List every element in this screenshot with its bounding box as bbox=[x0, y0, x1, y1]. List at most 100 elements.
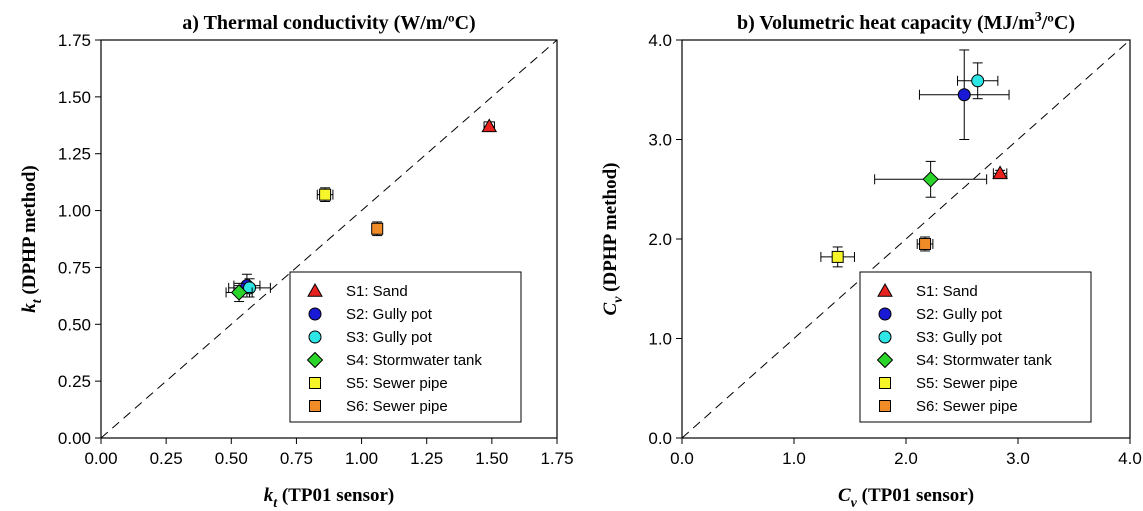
series-5 bbox=[820, 246, 855, 268]
legend-item: S1: Sand bbox=[307, 282, 408, 300]
axis-symbol: C bbox=[600, 302, 621, 315]
plot-frame bbox=[100, 39, 558, 439]
data-point-circle bbox=[971, 74, 985, 88]
data-point-circle bbox=[957, 88, 971, 102]
x-tick-label: 0.75 bbox=[280, 449, 313, 468]
legend-square-icon bbox=[309, 400, 321, 412]
legend-diamond-icon bbox=[306, 351, 324, 369]
legend-circle-icon bbox=[308, 307, 322, 321]
y-tick-label: 0.50 bbox=[58, 315, 91, 334]
title-superscript: 3 bbox=[1035, 10, 1042, 25]
axis-symbol: k bbox=[264, 485, 274, 506]
series-2 bbox=[918, 49, 1010, 140]
axis-text: (DPHP method) bbox=[600, 163, 621, 297]
legend-label: S2: Gully pot bbox=[346, 306, 433, 323]
series-3 bbox=[957, 62, 999, 100]
legend-circle-icon bbox=[308, 330, 322, 344]
data-point-diamond bbox=[922, 171, 939, 188]
legend-item: S5: Sewer pipe bbox=[879, 375, 1018, 392]
y-tick-label: 0.25 bbox=[58, 372, 91, 391]
legend-label: S4: Stormwater tank bbox=[916, 352, 1052, 369]
data-point-diamond bbox=[230, 284, 248, 301]
y-tick-label: 0.00 bbox=[58, 429, 91, 448]
x-tick-label: 0.50 bbox=[215, 449, 248, 468]
series-1 bbox=[992, 165, 1008, 180]
y-tick-label: 1.50 bbox=[58, 88, 91, 107]
y-tick-label: 1.75 bbox=[58, 31, 91, 50]
axis-subscript: t bbox=[273, 496, 278, 511]
legend-label: S4: Stormwater tank bbox=[346, 352, 482, 369]
legend-square-icon bbox=[309, 377, 321, 389]
data-point-square bbox=[919, 237, 932, 250]
data-point-square bbox=[831, 250, 844, 263]
axis-subscript: t bbox=[30, 298, 45, 303]
legend-label: S6: Sewer pipe bbox=[346, 398, 448, 415]
legend-circle-icon bbox=[878, 307, 892, 321]
legend-diamond-icon bbox=[876, 351, 894, 369]
axis-text: (TP01 sensor) bbox=[277, 485, 394, 506]
x-tick-label: 4.0 bbox=[1118, 449, 1142, 468]
legend-item: S6: Sewer pipe bbox=[309, 398, 448, 415]
legend-item: S5: Sewer pipe bbox=[309, 375, 448, 392]
x-tick-label: 2.0 bbox=[894, 449, 918, 468]
legend-item: S2: Gully pot bbox=[308, 306, 433, 323]
legend-label: S5: Sewer pipe bbox=[916, 375, 1018, 392]
chart-title: b) Volumetric heat capacity (MJ/m3/ºC) bbox=[737, 10, 1075, 34]
legend-item: S4: Stormwater tank bbox=[306, 351, 482, 369]
y-axis-label: Cv (DPHP method) bbox=[600, 163, 626, 316]
legend: S1: Sand S2: Gully pot S3: Gully pot S4: St… bbox=[289, 271, 522, 423]
y-tick-label: 1.25 bbox=[58, 145, 91, 164]
legend-box bbox=[289, 271, 522, 423]
series-6 bbox=[916, 236, 934, 252]
panel-b-volumetric-heat-capacity: 0.0 1.0 2.0 3.0 4.0 0.0 1.0 2.0 3.0 4.0 b) Volumet… bbox=[600, 10, 1142, 511]
series-4 bbox=[225, 282, 253, 303]
data-point-triangle bbox=[992, 165, 1008, 180]
y-tick-label: 3.0 bbox=[648, 131, 672, 150]
axis-symbol: C bbox=[838, 485, 851, 506]
panel-a-thermal-conductivity: 0.00 0.25 0.50 0.75 1.00 1.25 1.50 1.75 0.00 0.25… bbox=[19, 12, 574, 511]
x-tick-label: 0.00 bbox=[84, 449, 117, 468]
legend-item: S1: Sand bbox=[877, 282, 978, 300]
data-point-square bbox=[371, 222, 384, 235]
one-to-one-line bbox=[100, 39, 558, 439]
legend-square-icon bbox=[879, 377, 891, 389]
legend-label: S3: Gully pot bbox=[916, 329, 1003, 346]
x-tick-label: 1.75 bbox=[540, 449, 573, 468]
legend-label: S1: Sand bbox=[916, 283, 978, 300]
legend-label: S6: Sewer pipe bbox=[916, 398, 1018, 415]
legend-square-icon bbox=[879, 400, 891, 412]
series-6 bbox=[371, 221, 384, 237]
y-tick-label: 0.75 bbox=[58, 258, 91, 277]
legend-item: S6: Sewer pipe bbox=[879, 398, 1018, 415]
y-axis-label: kt (DPHP method) bbox=[19, 165, 45, 312]
x-tick-label: 0.0 bbox=[670, 449, 694, 468]
series-4 bbox=[874, 160, 988, 198]
legend-item: S3: Gully pot bbox=[308, 329, 433, 346]
x-tick-label: 1.00 bbox=[345, 449, 378, 468]
legend-item: S2: Gully pot bbox=[878, 306, 1003, 323]
y-tick-label: 1.00 bbox=[58, 202, 91, 221]
series-1 bbox=[481, 118, 498, 133]
x-tick-label: 1.0 bbox=[782, 449, 806, 468]
legend-label: S1: Sand bbox=[346, 283, 408, 300]
data-point-triangle bbox=[481, 118, 498, 133]
y-tick-label: 2.0 bbox=[648, 230, 672, 249]
title-end: /ºC) bbox=[1041, 12, 1075, 34]
axis-subscript: v bbox=[611, 296, 626, 303]
one-to-one-line bbox=[681, 39, 1131, 439]
x-tick-label: 1.50 bbox=[475, 449, 508, 468]
x-tick-label: 0.25 bbox=[150, 449, 183, 468]
axis-subscript: v bbox=[851, 496, 858, 511]
y-tick-label: 0.0 bbox=[648, 429, 672, 448]
x-axis-label: kt (TP01 sensor) bbox=[264, 485, 395, 511]
x-tick-label: 3.0 bbox=[1006, 449, 1030, 468]
axis-text: (TP01 sensor) bbox=[857, 485, 974, 506]
series-5 bbox=[316, 187, 334, 202]
legend-circle-icon bbox=[878, 330, 892, 344]
legend-triangle-icon bbox=[877, 282, 893, 297]
legend-item: S4: Stormwater tank bbox=[876, 351, 1052, 369]
legend: S1: Sand S2: Gully pot S3: Gully pot S4: St… bbox=[859, 271, 1092, 423]
x-tick-label: 1.25 bbox=[410, 449, 443, 468]
y-tick-label: 4.0 bbox=[648, 31, 672, 50]
